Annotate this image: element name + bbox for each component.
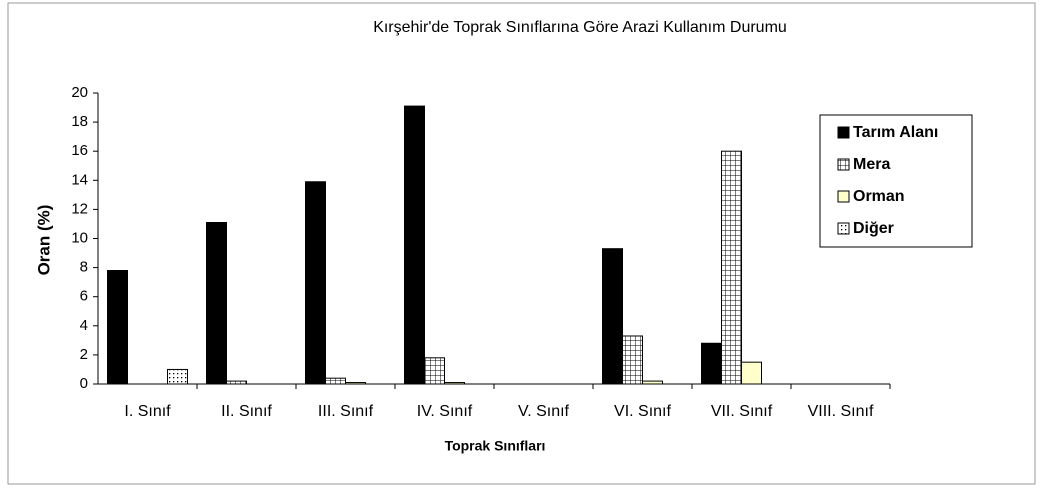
y-tick-label: 8 [80, 259, 88, 276]
bar [622, 335, 643, 385]
legend-label: Tarım Alanı [853, 124, 938, 141]
x-tick-label: II. Sınıf [221, 403, 272, 420]
y-tick-label: 2 [80, 346, 88, 363]
legend-swatch [837, 190, 850, 203]
bar [305, 181, 326, 385]
bar [741, 361, 762, 385]
bar [345, 382, 366, 385]
legend-label: Mera [853, 156, 890, 173]
y-tick-label: 4 [80, 317, 88, 334]
x-tick-label: I. Sınıf [124, 403, 171, 420]
x-tick-label: III. Sınıf [318, 403, 374, 420]
bar [167, 368, 188, 385]
bar [444, 382, 465, 385]
y-axis-title: Oran (%) [34, 205, 53, 276]
x-axis-title: Toprak Sınıfları [445, 438, 546, 454]
bar [107, 270, 128, 385]
bar [721, 150, 742, 385]
legend-swatch [837, 158, 850, 171]
bar [424, 357, 445, 385]
y-tick-label: 20 [71, 84, 88, 101]
y-tick-label: 18 [71, 113, 88, 130]
legend-label: Orman [853, 188, 905, 205]
y-tick-label: 16 [71, 142, 88, 159]
y-tick-label: 6 [80, 288, 88, 305]
x-tick-label: V. Sınıf [518, 403, 570, 420]
chart-title: Kırşehir'de Toprak Sınıflarına Göre Araz… [373, 19, 787, 36]
legend-label: Diğer [853, 220, 894, 237]
bar [206, 221, 227, 385]
bar [404, 105, 425, 385]
legend-swatch [837, 222, 850, 235]
x-tick-label: VI. Sınıf [614, 403, 671, 420]
x-tick-label: IV. Sınıf [417, 403, 473, 420]
bar [325, 377, 346, 385]
x-tick-label: VIII. Sınıf [808, 403, 874, 420]
legend-swatch [837, 126, 850, 139]
y-tick-label: 0 [80, 375, 88, 392]
bar [602, 248, 623, 385]
bar [642, 380, 663, 385]
y-tick-label: 10 [71, 229, 88, 246]
bar [701, 342, 722, 385]
x-tick-label: VII. Sınıf [711, 403, 773, 420]
bar [226, 380, 247, 385]
y-tick-label: 12 [71, 200, 88, 217]
y-tick-label: 14 [71, 171, 88, 188]
